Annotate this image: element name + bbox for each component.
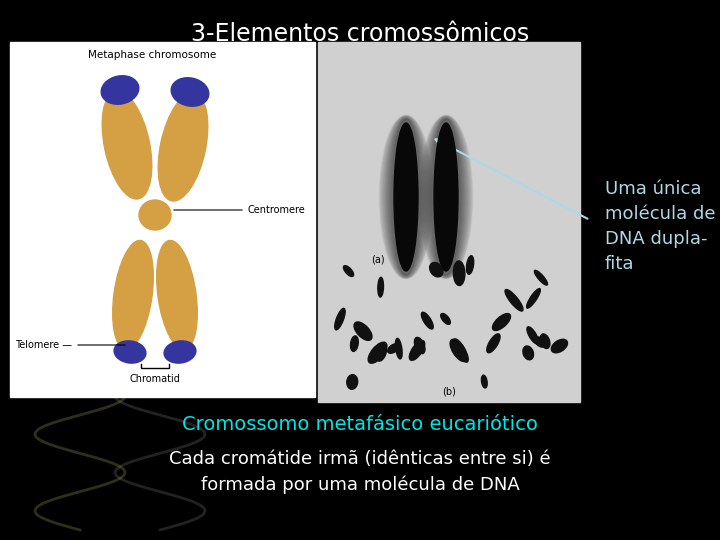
Ellipse shape — [377, 346, 387, 361]
Ellipse shape — [387, 343, 399, 353]
Ellipse shape — [368, 342, 387, 363]
Ellipse shape — [388, 118, 424, 276]
Ellipse shape — [379, 115, 433, 279]
Ellipse shape — [390, 119, 422, 275]
Ellipse shape — [113, 240, 153, 349]
Bar — [318, 42, 580, 402]
Ellipse shape — [431, 119, 462, 275]
Ellipse shape — [454, 339, 468, 362]
Ellipse shape — [552, 339, 567, 353]
Ellipse shape — [387, 118, 425, 276]
Ellipse shape — [431, 119, 461, 275]
Ellipse shape — [423, 117, 469, 278]
Text: Centromere: Centromere — [247, 205, 305, 215]
Ellipse shape — [425, 117, 467, 277]
Text: Cromossomo metafásico eucariótico: Cromossomo metafásico eucariótico — [182, 415, 538, 434]
Ellipse shape — [430, 262, 443, 277]
Ellipse shape — [523, 346, 534, 360]
Ellipse shape — [171, 78, 209, 106]
Ellipse shape — [430, 119, 462, 275]
Ellipse shape — [354, 322, 372, 340]
Ellipse shape — [139, 200, 171, 230]
Ellipse shape — [382, 116, 431, 278]
Text: Metaphase chromosome: Metaphase chromosome — [88, 50, 216, 60]
Ellipse shape — [432, 119, 460, 274]
Ellipse shape — [394, 123, 418, 271]
Ellipse shape — [526, 288, 541, 308]
Ellipse shape — [434, 123, 458, 271]
Ellipse shape — [164, 341, 196, 363]
Bar — [10, 42, 315, 397]
Ellipse shape — [482, 375, 487, 388]
Ellipse shape — [450, 339, 467, 361]
Text: Telomere —: Telomere — — [15, 340, 72, 350]
Ellipse shape — [429, 118, 463, 275]
Ellipse shape — [382, 116, 430, 278]
Ellipse shape — [424, 117, 468, 277]
Ellipse shape — [487, 334, 500, 353]
Text: Chromatid: Chromatid — [130, 374, 181, 384]
Ellipse shape — [378, 278, 384, 297]
Ellipse shape — [534, 337, 546, 347]
Text: Cada cromátide irmã (idênticas entre si) é
formada por uma molécula de DNA: Cada cromátide irmã (idênticas entre si)… — [169, 450, 551, 494]
Ellipse shape — [420, 116, 472, 279]
Ellipse shape — [384, 117, 428, 277]
Ellipse shape — [415, 338, 425, 354]
Text: (b): (b) — [442, 387, 456, 397]
Ellipse shape — [347, 375, 358, 389]
Ellipse shape — [383, 117, 429, 278]
Ellipse shape — [386, 118, 426, 276]
Text: 3-Elementos cromossômicos: 3-Elementos cromossômicos — [191, 22, 529, 46]
Ellipse shape — [420, 116, 472, 278]
Ellipse shape — [387, 118, 426, 276]
Ellipse shape — [102, 76, 139, 104]
Ellipse shape — [391, 119, 420, 275]
Text: (a): (a) — [372, 254, 384, 264]
Ellipse shape — [527, 327, 539, 344]
Ellipse shape — [419, 115, 473, 279]
Ellipse shape — [426, 117, 467, 276]
Ellipse shape — [492, 314, 510, 330]
Ellipse shape — [428, 118, 464, 276]
Ellipse shape — [426, 118, 466, 276]
Text: Uma única
molécula de
DNA dupla-
fita: Uma única molécula de DNA dupla- fita — [605, 180, 716, 273]
Ellipse shape — [389, 118, 423, 275]
Ellipse shape — [380, 116, 432, 279]
Ellipse shape — [410, 341, 425, 360]
Ellipse shape — [392, 119, 420, 274]
Ellipse shape — [102, 91, 152, 199]
Ellipse shape — [421, 116, 470, 278]
Ellipse shape — [381, 116, 431, 278]
Ellipse shape — [427, 118, 465, 276]
Ellipse shape — [467, 256, 474, 274]
Ellipse shape — [421, 312, 433, 329]
Ellipse shape — [384, 117, 428, 277]
Ellipse shape — [351, 336, 359, 352]
Ellipse shape — [395, 339, 402, 359]
Ellipse shape — [534, 271, 547, 285]
Ellipse shape — [540, 334, 550, 348]
Ellipse shape — [158, 93, 208, 201]
Ellipse shape — [385, 117, 427, 276]
Ellipse shape — [390, 119, 421, 275]
Ellipse shape — [422, 116, 469, 278]
Ellipse shape — [335, 308, 345, 330]
Ellipse shape — [343, 266, 354, 276]
Ellipse shape — [428, 118, 464, 276]
Ellipse shape — [441, 313, 451, 325]
Ellipse shape — [505, 289, 523, 311]
Ellipse shape — [114, 341, 146, 363]
Ellipse shape — [157, 240, 197, 349]
Ellipse shape — [454, 261, 465, 286]
